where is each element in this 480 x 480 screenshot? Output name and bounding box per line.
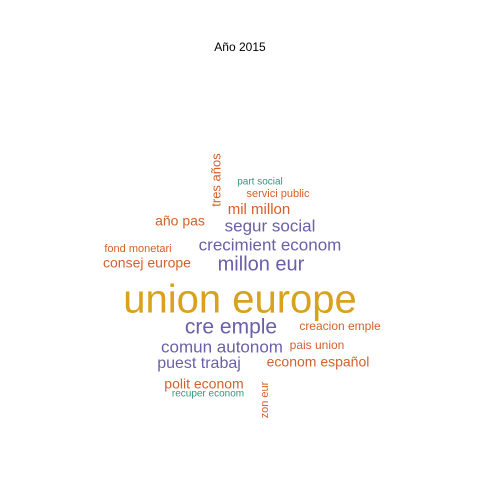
word-millon-eur: millon eur (218, 253, 305, 275)
word-creacion-emple: creacion emple (299, 319, 381, 333)
word-servici-public: servici public (247, 188, 310, 200)
word-fond-monetari: fond monetari (104, 243, 171, 255)
word-part-social: part social (237, 177, 283, 188)
word-comun-autonom: comun autonom (161, 337, 283, 356)
word-consej-europe: consej europe (103, 255, 191, 271)
word-recuper-econom: recuper econom (172, 389, 244, 400)
word-cre-emple: cre emple (185, 316, 277, 339)
word-pais-union: pais union (290, 338, 345, 352)
word-segur-social: segur social (225, 216, 316, 235)
word-econom-español: econom español (267, 354, 370, 370)
word-crecimient-econom: crecimient econom (199, 235, 342, 254)
word-tres-años: tres años (208, 153, 223, 207)
word-año-pas: año pas (155, 213, 205, 229)
word-puest-trabaj: puest trabaj (157, 355, 241, 372)
word-mil-millon: mil millon (228, 201, 291, 218)
word-zon-eur: zon eur (259, 381, 271, 418)
